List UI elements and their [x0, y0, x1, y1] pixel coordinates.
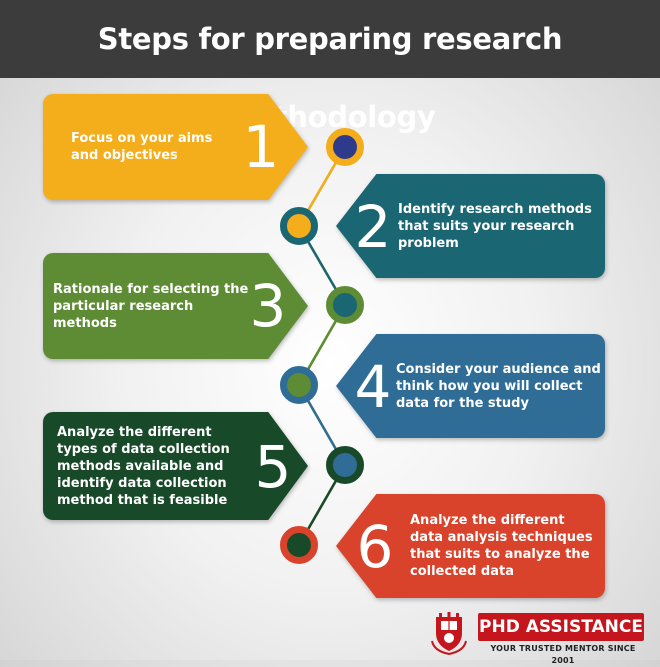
step-3-node	[326, 286, 364, 324]
step-3-number: 3	[249, 272, 287, 340]
step-1-node	[326, 128, 364, 166]
step-2-text: Identify research methods that suits you…	[398, 201, 592, 251]
step-5-card: Analyze the different types of data coll…	[43, 412, 308, 520]
step-2-card: 2 Identify research methods that suits y…	[336, 174, 605, 278]
logo-name: PHD ASSISTANCE	[479, 617, 643, 637]
logo-name-box	[478, 613, 644, 641]
step-5-number: 5	[254, 433, 292, 501]
step-1-text: Focus on your aims and objectives	[71, 131, 213, 163]
step-4-shape	[336, 334, 605, 438]
step-6-card: 6 Analyze the different data analysis te…	[336, 494, 605, 598]
step-3-card: Rationale for selecting the particular r…	[43, 253, 308, 359]
step-6-shape	[336, 494, 605, 598]
step-2-number: 2	[354, 193, 392, 261]
phd-assistance-logo: PHD ASSISTANCE YOUR TRUSTED MENTOR SINCE…	[428, 611, 648, 665]
step-2-node	[280, 207, 318, 245]
step-5-node	[326, 446, 364, 484]
step-4-node	[280, 366, 318, 404]
step-6-number: 6	[356, 513, 394, 581]
step-6-node	[280, 526, 318, 564]
step-5-text: Analyze the different types of data coll…	[57, 424, 230, 508]
logo-tagline: YOUR TRUSTED MENTOR SINCE 2001	[490, 644, 636, 665]
step-4-number: 4	[354, 353, 392, 421]
step-6-text: Analyze the different data analysis tech…	[410, 513, 593, 579]
step-4-card: 4 Consider your audience and think how y…	[336, 334, 605, 438]
step-3-text: Rationale for selecting the particular r…	[53, 281, 249, 331]
step-5-shape	[43, 412, 308, 520]
header-banner: Steps for preparing research methodology	[0, 0, 660, 134]
step-4-text: Consider your audience and think how you…	[396, 361, 601, 411]
crest-emblem-icon	[431, 612, 467, 655]
step-1-card: Focus on your aims and objectives 1	[43, 94, 308, 200]
step-1-shape	[43, 94, 308, 200]
step-3-shape	[43, 253, 308, 359]
step-2-shape	[336, 174, 605, 278]
step-1-number: 1	[242, 113, 280, 181]
